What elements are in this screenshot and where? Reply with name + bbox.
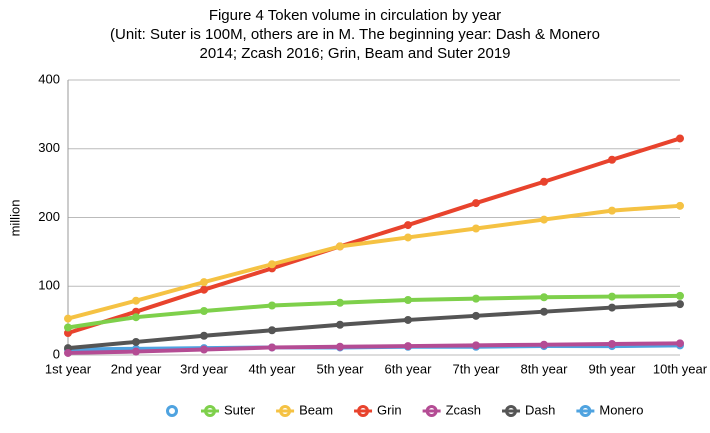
series-line xyxy=(67,136,681,335)
point xyxy=(472,294,480,303)
point xyxy=(404,342,412,351)
series-line xyxy=(67,203,681,321)
x-tick-label: 10th year xyxy=(653,361,708,376)
point xyxy=(64,314,72,323)
legend-label: Suter xyxy=(224,402,256,417)
point xyxy=(268,301,276,310)
series-line xyxy=(67,341,681,355)
legend-marker xyxy=(166,405,178,417)
point xyxy=(336,342,344,351)
point xyxy=(336,320,344,329)
point xyxy=(64,323,72,332)
y-tick-label: 400 xyxy=(38,71,60,86)
point xyxy=(132,296,140,305)
point xyxy=(200,331,208,340)
point xyxy=(132,313,140,322)
x-tick-label: 4th year xyxy=(249,361,297,376)
legend-label: Monero xyxy=(599,402,643,417)
point xyxy=(676,291,684,300)
point xyxy=(64,348,72,357)
legend-label: Dash xyxy=(525,402,555,417)
x-tick-label: 7th year xyxy=(453,361,501,376)
x-tick-label: 3rd year xyxy=(180,361,228,376)
y-tick-label: 0 xyxy=(53,346,60,361)
point xyxy=(540,293,548,302)
point xyxy=(608,340,616,348)
point xyxy=(404,296,412,304)
point xyxy=(200,345,208,354)
point xyxy=(268,343,276,352)
chart-title: Figure 4 Token volume in circulation by … xyxy=(209,7,501,24)
point xyxy=(200,278,208,287)
point xyxy=(608,292,616,301)
point xyxy=(404,221,412,230)
legend-label: Grin xyxy=(377,402,402,417)
x-tick-label: 8th year xyxy=(521,361,569,376)
point xyxy=(268,326,276,335)
series-line xyxy=(67,302,681,351)
point xyxy=(472,341,480,350)
point xyxy=(676,339,684,348)
y-tick-label: 100 xyxy=(38,278,60,293)
point xyxy=(540,307,548,316)
point xyxy=(540,340,548,349)
point xyxy=(676,134,684,143)
point xyxy=(336,242,344,251)
point xyxy=(608,155,616,164)
point xyxy=(676,300,684,309)
y-tick-label: 200 xyxy=(38,209,60,224)
point xyxy=(472,224,480,233)
series-line xyxy=(67,293,681,330)
point xyxy=(200,285,208,294)
point xyxy=(132,347,140,356)
point xyxy=(608,303,616,312)
x-tick-label: 6th year xyxy=(385,361,433,376)
x-tick-label: 2nd year xyxy=(111,361,162,376)
x-tick-label: 1st year xyxy=(45,361,92,376)
x-tick-label: 9th year xyxy=(589,361,637,376)
point xyxy=(404,233,412,242)
chart-title: 2014; Zcash 2016; Grin, Beam and Suter 2… xyxy=(199,45,510,62)
point xyxy=(608,206,616,215)
point xyxy=(472,311,480,320)
chart-title: (Unit: Suter is 100M, others are in M. T… xyxy=(110,26,600,43)
point xyxy=(336,298,344,307)
point xyxy=(472,199,480,208)
legend-label: Beam xyxy=(299,402,333,417)
point xyxy=(268,260,276,269)
point xyxy=(540,215,548,224)
legend-label: Zcash xyxy=(446,402,481,417)
point xyxy=(676,201,684,210)
point xyxy=(132,337,140,346)
point xyxy=(200,307,208,315)
point xyxy=(540,177,548,186)
y-tick-label: 300 xyxy=(38,140,60,155)
y-axis-label: million xyxy=(7,200,22,237)
x-tick-label: 5th year xyxy=(317,361,365,376)
point xyxy=(404,315,412,324)
